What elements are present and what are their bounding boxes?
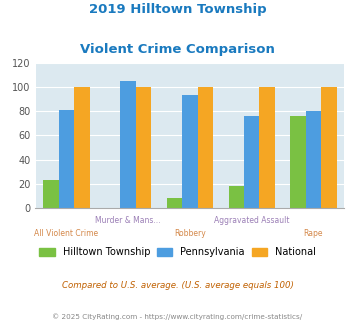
- Text: 2019 Hilltown Township: 2019 Hilltown Township: [89, 3, 266, 16]
- Text: Aggravated Assault: Aggravated Assault: [214, 216, 289, 225]
- Bar: [244, 116, 260, 208]
- Text: Rape: Rape: [304, 229, 323, 238]
- Bar: [198, 87, 213, 208]
- Text: Violent Crime Comparison: Violent Crime Comparison: [80, 43, 275, 56]
- Bar: [260, 87, 275, 208]
- Bar: [120, 81, 136, 208]
- Bar: [182, 95, 198, 208]
- Bar: [321, 87, 337, 208]
- Bar: [59, 110, 74, 208]
- Bar: [290, 116, 306, 208]
- Text: All Violent Crime: All Violent Crime: [34, 229, 98, 238]
- Bar: [74, 87, 89, 208]
- Text: Compared to U.S. average. (U.S. average equals 100): Compared to U.S. average. (U.S. average …: [61, 281, 294, 290]
- Bar: [306, 111, 321, 208]
- Text: Murder & Mans...: Murder & Mans...: [95, 216, 161, 225]
- Text: Robbery: Robbery: [174, 229, 206, 238]
- Text: © 2025 CityRating.com - https://www.cityrating.com/crime-statistics/: © 2025 CityRating.com - https://www.city…: [53, 313, 302, 319]
- Bar: [136, 87, 151, 208]
- Bar: [229, 186, 244, 208]
- Bar: [167, 198, 182, 208]
- Bar: [43, 180, 59, 208]
- Legend: Hilltown Township, Pennsylvania, National: Hilltown Township, Pennsylvania, Nationa…: [36, 243, 320, 261]
